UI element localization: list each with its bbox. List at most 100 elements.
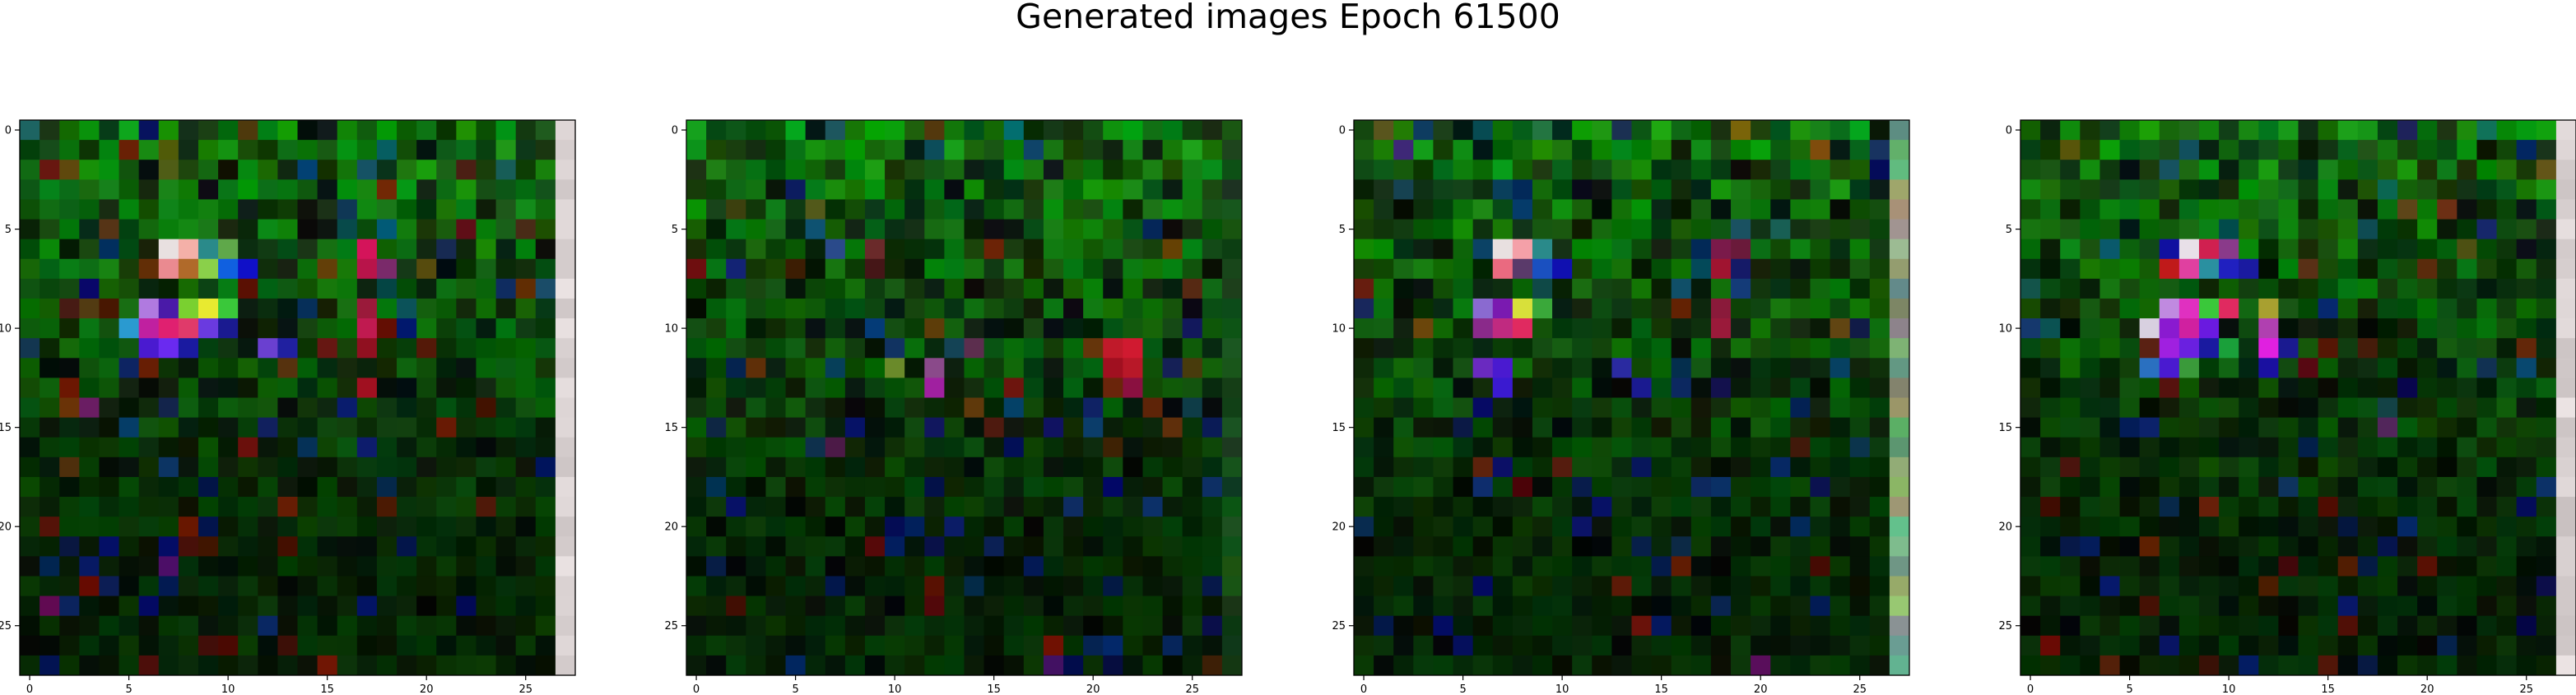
image-pixel bbox=[2536, 417, 2557, 438]
image-pixel bbox=[1354, 219, 1374, 240]
image-pixel bbox=[1830, 556, 1851, 577]
image-pixel bbox=[2337, 120, 2359, 141]
image-pixel bbox=[397, 199, 417, 220]
image-pixel bbox=[1221, 576, 1243, 596]
image-pixel bbox=[1043, 318, 1064, 339]
image-pixel bbox=[1710, 615, 1732, 637]
image-pixel bbox=[2457, 476, 2477, 498]
image-pixel bbox=[218, 536, 239, 557]
image-pixel bbox=[258, 160, 278, 180]
image-pixel bbox=[1103, 318, 1123, 339]
image-pixel bbox=[416, 179, 437, 200]
image-pixel bbox=[1572, 595, 1593, 617]
image-pixel bbox=[2516, 258, 2537, 280]
image-pixel bbox=[2357, 318, 2378, 339]
image-pixel bbox=[825, 397, 846, 419]
image-pixel bbox=[1611, 120, 1632, 141]
image-pixel bbox=[2496, 199, 2518, 220]
image-pixel bbox=[1710, 120, 1732, 141]
image-pixel bbox=[40, 219, 60, 240]
image-pixel bbox=[2139, 278, 2160, 299]
image-pixel bbox=[1572, 615, 1593, 637]
image-pixel bbox=[844, 160, 866, 180]
image-pixel bbox=[158, 239, 179, 260]
image-pixel bbox=[2555, 417, 2576, 438]
image-pixel bbox=[1512, 258, 1533, 280]
image-pixel bbox=[1631, 120, 1653, 141]
image-pixel bbox=[2198, 476, 2220, 498]
image-pixel bbox=[1083, 358, 1104, 378]
image-pixel bbox=[1393, 140, 1414, 160]
image-pixel bbox=[337, 397, 358, 419]
image-pixel bbox=[2159, 378, 2180, 398]
image-pixel bbox=[416, 556, 437, 577]
image-pixel bbox=[964, 140, 985, 160]
image-pixel bbox=[515, 576, 537, 596]
image-pixel bbox=[844, 615, 866, 637]
image-pixel bbox=[2198, 497, 2220, 517]
image-pixel bbox=[397, 417, 417, 438]
image-pixel bbox=[1810, 378, 1830, 398]
image-pixel bbox=[1083, 397, 1104, 419]
image-pixel bbox=[1103, 140, 1123, 160]
image-pixel bbox=[2337, 199, 2359, 220]
image-pixel bbox=[2139, 140, 2160, 160]
image-pixel bbox=[258, 635, 278, 656]
image-pixel bbox=[864, 278, 886, 299]
image-pixel bbox=[436, 456, 457, 478]
image-pixel bbox=[2397, 615, 2418, 637]
image-pixel bbox=[1869, 278, 1890, 299]
image-pixel bbox=[1354, 258, 1374, 280]
image-pixel bbox=[944, 278, 965, 299]
image-pixel bbox=[1103, 417, 1123, 438]
image-pixel bbox=[1472, 556, 1494, 577]
image-pixel bbox=[2337, 160, 2359, 180]
image-pixel bbox=[726, 595, 746, 617]
image-pixel bbox=[218, 655, 239, 676]
image-pixel bbox=[686, 397, 707, 419]
image-pixel bbox=[1710, 219, 1732, 240]
image-pixel bbox=[40, 378, 60, 398]
image-pixel bbox=[1889, 239, 1910, 260]
image-pixel bbox=[2099, 338, 2120, 359]
image-pixel bbox=[904, 378, 925, 398]
image-pixel bbox=[79, 219, 100, 240]
image-pixel bbox=[686, 199, 707, 220]
image-pixel bbox=[2099, 179, 2120, 200]
image-pixel bbox=[1770, 615, 1791, 637]
image-pixel bbox=[904, 595, 925, 617]
image-pixel bbox=[1182, 298, 1203, 319]
image-pixel bbox=[2258, 456, 2279, 478]
image-pixel bbox=[2437, 120, 2457, 141]
image-pixel bbox=[1453, 615, 1474, 637]
image-pixel bbox=[119, 397, 140, 419]
image-pixel bbox=[397, 140, 417, 160]
image-pixel bbox=[476, 358, 496, 378]
image-pixel bbox=[1023, 635, 1044, 656]
image-pixel bbox=[2278, 358, 2299, 378]
x-tick-label: 10 bbox=[1555, 683, 1569, 695]
image-pixel bbox=[2198, 199, 2220, 220]
image-pixel bbox=[376, 476, 398, 498]
image-pixel bbox=[2298, 615, 2319, 637]
image-pixel bbox=[555, 298, 576, 319]
image-pixel bbox=[2555, 278, 2576, 299]
image-pixel bbox=[1063, 397, 1084, 419]
image-pixel bbox=[785, 140, 807, 160]
image-pixel bbox=[376, 278, 398, 299]
image-pixel bbox=[2119, 338, 2141, 359]
image-pixel bbox=[198, 160, 219, 180]
image-pixel bbox=[1810, 635, 1830, 656]
image-pixel bbox=[158, 456, 179, 478]
image-pixel bbox=[2516, 417, 2537, 438]
image-pixel bbox=[2099, 258, 2120, 280]
image-pixel bbox=[1849, 318, 1871, 339]
image-pixel bbox=[258, 536, 278, 557]
image-pixel bbox=[2536, 576, 2557, 596]
x-tick-label: 15 bbox=[987, 683, 1001, 695]
image-pixel bbox=[1671, 497, 1692, 517]
image-pixel bbox=[2516, 120, 2537, 141]
image-pixel bbox=[59, 655, 80, 676]
image-pixel bbox=[2536, 338, 2557, 359]
image-pixel bbox=[317, 258, 338, 280]
